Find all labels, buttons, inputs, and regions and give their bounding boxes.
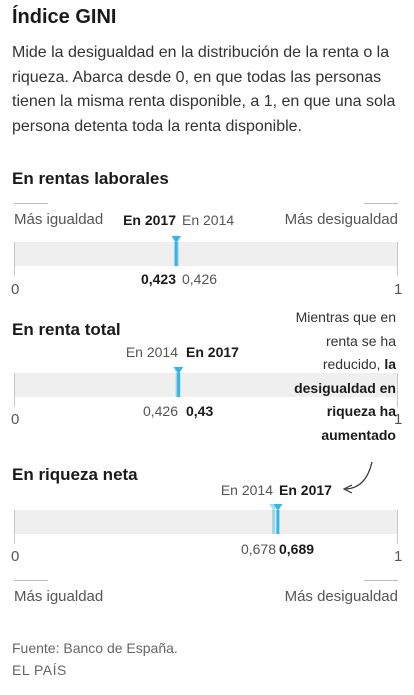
chart-3-value-2014: 0,678 [240,541,276,557]
top-more-label: Más desigualdad [284,211,398,228]
chart-1-band [14,242,398,266]
chart-1-tick-label-0: 0 [11,281,20,298]
chart-1-marker-en-2017 [174,242,178,266]
top-less-arrow [14,203,48,204]
chart-3-tick-label-1: 1 [394,548,403,565]
chart-1-title: En rentas laborales [12,169,169,188]
bottom-more-arrow [364,580,398,581]
bottom-less-arrow [14,580,48,581]
chart-2-value-2017: 0,43 [186,403,214,419]
annotation-text: Mientras que en renta se ha reducido, la… [276,306,396,447]
chart-3-marker-en-2014 [272,510,276,534]
chart-3-value-2017: 0,689 [279,541,315,557]
chart-3-series-2014-name: En 2014 [220,482,273,498]
chart-2-pointer-en-2017 [174,367,184,374]
chart-2-value-2014: 0,426 [142,403,178,419]
intro-text: Mide la desigualdad en la distribución d… [12,44,396,135]
chart-3-left-tick [14,510,15,544]
chart-2-right-tick [397,373,398,407]
chart-3-pointer-en-2017 [273,504,283,511]
top-less-label: Más igualdad [14,211,104,228]
chart-3-marker-en-2017 [276,510,280,534]
bottom-less-label: Más igualdad [14,588,104,605]
chart-1-value-2014: 0,426 [182,271,218,287]
chart-2-band [14,373,398,397]
chart-1-series-2017-name: En 2017 [123,212,176,228]
chart-1-left-tick [14,242,15,276]
chart-1-tick-label-1: 1 [394,281,403,298]
chart-3-series-2017-name: En 2017 [279,482,332,498]
chart-2-marker-en-2014 [175,373,179,397]
top-more-arrow [364,203,398,204]
chart-1-value-2017: 0,423 [140,271,176,287]
chart-3-right-tick [397,510,398,544]
chart-2-series-2014-name: En 2014 [125,344,178,360]
chart-2-marker-en-2017 [177,373,181,397]
chart-2-tick-label-0: 0 [11,411,20,428]
chart-2-left-tick [14,373,15,407]
source-note: Fuente: Banco de España. [12,640,178,656]
chart-1-pointer-en-2017 [171,236,181,243]
annotation-bold: la desigualdad en riqueza ha aumentado [294,356,396,443]
brand-logo: EL PAÍS [12,662,67,678]
chart-2-tick-label-1: 1 [394,411,403,428]
page-title: Índice GINI [12,6,117,28]
chart-1-right-tick [397,242,398,276]
chart-3-title: En riqueza neta [12,465,138,484]
bottom-more-label: Más desigualdad [284,588,398,605]
chart-1-series-2014-name: En 2014 [182,212,235,228]
chart-3-band [14,510,398,534]
chart-2-title: En renta total [12,320,121,339]
annotation-plain: Mientras que en renta se ha reducido, [295,309,396,372]
chart-2-series-2017-name: En 2017 [186,344,239,360]
chart-3-tick-label-0: 0 [11,548,20,565]
